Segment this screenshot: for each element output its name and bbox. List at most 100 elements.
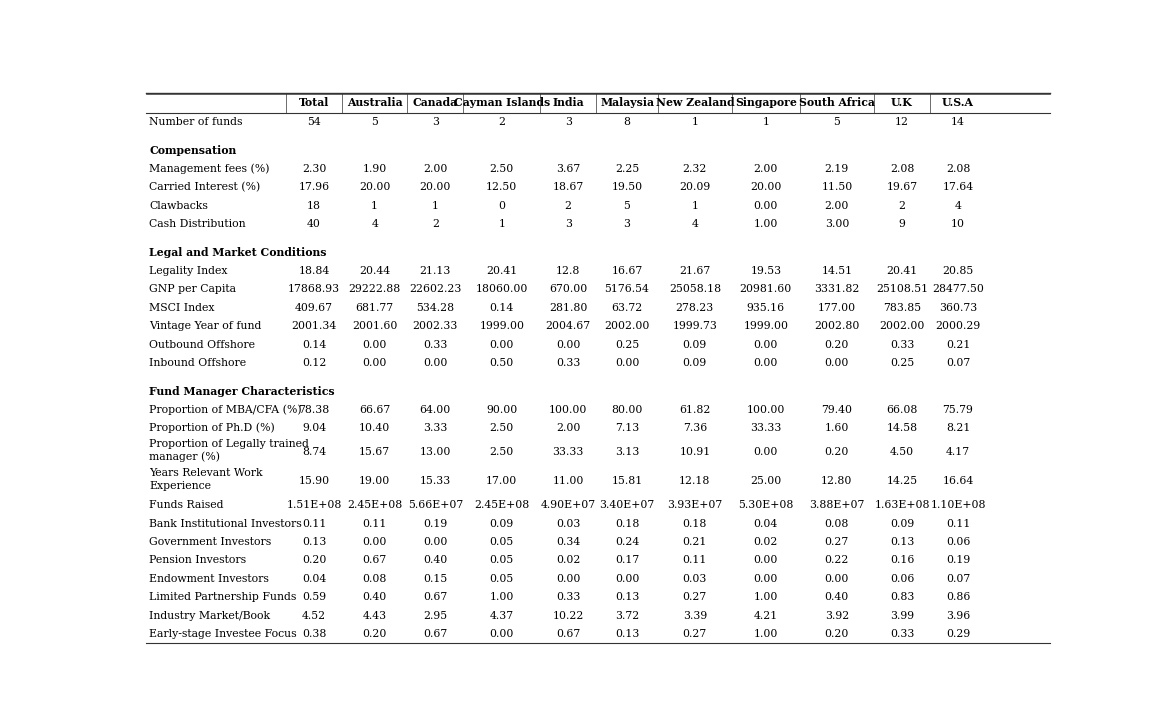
Text: Fund Manager Characteristics: Fund Manager Characteristics <box>149 386 335 397</box>
Text: 0.13: 0.13 <box>302 537 327 547</box>
Text: 0.00: 0.00 <box>754 339 778 350</box>
Text: New Zealand: New Zealand <box>656 97 734 108</box>
Text: 61.82: 61.82 <box>679 405 711 415</box>
Text: 1.90: 1.90 <box>363 164 386 174</box>
Text: 2.30: 2.30 <box>302 164 327 174</box>
Text: 19.67: 19.67 <box>887 182 917 192</box>
Text: 11.50: 11.50 <box>822 182 852 192</box>
Text: 15.67: 15.67 <box>359 447 390 457</box>
Text: 2: 2 <box>565 201 572 211</box>
Text: 15.81: 15.81 <box>612 477 643 486</box>
Text: 8: 8 <box>623 118 630 127</box>
Text: 3: 3 <box>565 220 572 230</box>
Text: 18.67: 18.67 <box>553 182 584 192</box>
Text: 1.00: 1.00 <box>490 592 513 603</box>
Text: 0.33: 0.33 <box>889 339 914 350</box>
Text: 2.45E+08: 2.45E+08 <box>474 500 530 510</box>
Text: 0.67: 0.67 <box>557 629 580 639</box>
Text: 1.10E+08: 1.10E+08 <box>930 500 986 510</box>
Text: 360.73: 360.73 <box>939 303 977 313</box>
Text: 33.33: 33.33 <box>552 447 584 457</box>
Text: U.S.A: U.S.A <box>942 97 974 108</box>
Text: 18: 18 <box>307 201 321 211</box>
Text: 0.09: 0.09 <box>683 339 707 350</box>
Text: 2.00: 2.00 <box>555 423 580 433</box>
Text: 0.40: 0.40 <box>825 592 848 603</box>
Text: 3.92: 3.92 <box>825 610 848 621</box>
Text: Pension Investors: Pension Investors <box>149 555 246 565</box>
Text: 12.18: 12.18 <box>679 477 711 486</box>
Text: 0.00: 0.00 <box>363 339 387 350</box>
Text: 0.00: 0.00 <box>615 358 640 368</box>
Text: 0.67: 0.67 <box>424 592 447 603</box>
Text: 1: 1 <box>371 201 378 211</box>
Text: 5.66E+07: 5.66E+07 <box>407 500 463 510</box>
Text: 10.40: 10.40 <box>359 423 390 433</box>
Text: Endowment Investors: Endowment Investors <box>149 574 270 584</box>
Text: 0.08: 0.08 <box>825 519 850 529</box>
Text: 4.52: 4.52 <box>302 610 326 621</box>
Text: 1.51E+08: 1.51E+08 <box>286 500 342 510</box>
Text: 2002.00: 2002.00 <box>605 321 650 332</box>
Text: 2.00: 2.00 <box>754 164 778 174</box>
Text: 2.32: 2.32 <box>683 164 707 174</box>
Text: 2: 2 <box>432 220 439 230</box>
Text: 25058.18: 25058.18 <box>669 284 721 294</box>
Text: 0.13: 0.13 <box>615 592 640 603</box>
Text: 0.11: 0.11 <box>363 519 387 529</box>
Text: 17.00: 17.00 <box>487 477 517 486</box>
Text: 0.33: 0.33 <box>555 592 580 603</box>
Text: 0.18: 0.18 <box>683 519 707 529</box>
Text: Total: Total <box>299 97 329 108</box>
Text: 100.00: 100.00 <box>548 405 587 415</box>
Text: 0.13: 0.13 <box>615 629 640 639</box>
Text: 2.50: 2.50 <box>490 164 513 174</box>
Text: 19.50: 19.50 <box>612 182 643 192</box>
Text: 0.05: 0.05 <box>490 555 513 565</box>
Text: 0.02: 0.02 <box>555 555 580 565</box>
Text: 0.06: 0.06 <box>889 574 914 584</box>
Text: 0.25: 0.25 <box>890 358 914 368</box>
Text: 0.11: 0.11 <box>302 519 327 529</box>
Text: 25108.51: 25108.51 <box>876 284 928 294</box>
Text: 64.00: 64.00 <box>420 405 450 415</box>
Text: 12.50: 12.50 <box>487 182 517 192</box>
Text: 2.00: 2.00 <box>424 164 447 174</box>
Text: 3.33: 3.33 <box>424 423 447 433</box>
Text: 4: 4 <box>371 220 378 230</box>
Text: 2: 2 <box>899 201 906 211</box>
Text: 2001.60: 2001.60 <box>352 321 398 332</box>
Text: 54: 54 <box>307 118 321 127</box>
Text: 4.21: 4.21 <box>754 610 778 621</box>
Text: GNP per Capita: GNP per Capita <box>149 284 237 294</box>
Text: 0.22: 0.22 <box>825 555 850 565</box>
Text: 19.53: 19.53 <box>750 266 782 276</box>
Text: 20.41: 20.41 <box>487 266 517 276</box>
Text: 0.83: 0.83 <box>889 592 914 603</box>
Text: 18060.00: 18060.00 <box>476 284 527 294</box>
Text: Canada: Canada <box>413 97 457 108</box>
Text: 7.36: 7.36 <box>683 423 707 433</box>
Text: 0.67: 0.67 <box>424 629 447 639</box>
Text: Limited Partnership Funds: Limited Partnership Funds <box>149 592 296 603</box>
Text: 20.85: 20.85 <box>943 266 973 276</box>
Text: 0.19: 0.19 <box>424 519 447 529</box>
Text: 20.44: 20.44 <box>359 266 390 276</box>
Text: 2002.80: 2002.80 <box>815 321 860 332</box>
Text: 0.27: 0.27 <box>683 592 707 603</box>
Text: Legal and Market Conditions: Legal and Market Conditions <box>149 247 327 258</box>
Text: 0.04: 0.04 <box>302 574 327 584</box>
Text: 4.37: 4.37 <box>490 610 513 621</box>
Text: 0.00: 0.00 <box>555 574 580 584</box>
Text: 15.33: 15.33 <box>420 477 450 486</box>
Text: Australia: Australia <box>347 97 403 108</box>
Text: 3.88E+07: 3.88E+07 <box>809 500 865 510</box>
Text: 16.67: 16.67 <box>612 266 643 276</box>
Text: 670.00: 670.00 <box>550 284 587 294</box>
Text: 278.23: 278.23 <box>676 303 714 313</box>
Text: 4: 4 <box>955 201 962 211</box>
Text: 4.17: 4.17 <box>946 447 970 457</box>
Text: 0.08: 0.08 <box>363 574 387 584</box>
Text: 2.50: 2.50 <box>490 447 513 457</box>
Text: 3: 3 <box>565 118 572 127</box>
